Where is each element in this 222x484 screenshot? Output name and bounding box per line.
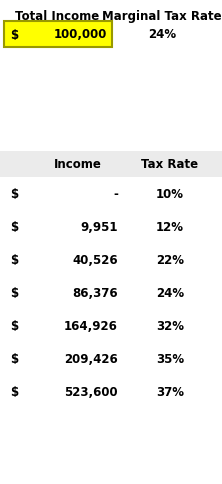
Text: 24%: 24%: [156, 287, 184, 300]
Text: 24%: 24%: [148, 29, 176, 42]
Text: $: $: [10, 254, 18, 267]
Bar: [0, 151, 222, 178]
Text: 9,951: 9,951: [81, 221, 118, 233]
Text: Income: Income: [54, 158, 102, 171]
Text: Total Income: Total Income: [15, 10, 99, 23]
Text: $: $: [10, 188, 18, 200]
Text: 12%: 12%: [156, 221, 184, 233]
Text: Marginal Tax Rate: Marginal Tax Rate: [102, 10, 222, 23]
Text: 35%: 35%: [156, 352, 184, 365]
Text: 209,426: 209,426: [64, 352, 118, 365]
Text: $: $: [10, 319, 18, 333]
Text: $: $: [10, 352, 18, 365]
Text: -: -: [113, 188, 118, 200]
Text: 37%: 37%: [156, 385, 184, 398]
Text: $: $: [10, 287, 18, 300]
Text: $: $: [10, 29, 18, 42]
Text: 164,926: 164,926: [64, 319, 118, 333]
Text: 10%: 10%: [156, 188, 184, 200]
Text: Tax Rate: Tax Rate: [141, 158, 198, 171]
Text: 40,526: 40,526: [72, 254, 118, 267]
Text: $: $: [10, 385, 18, 398]
Text: 32%: 32%: [156, 319, 184, 333]
Text: 523,600: 523,600: [64, 385, 118, 398]
Text: $: $: [10, 221, 18, 233]
Text: 86,376: 86,376: [72, 287, 118, 300]
Bar: [4, 22, 112, 48]
Text: 100,000: 100,000: [54, 29, 107, 42]
Text: 22%: 22%: [156, 254, 184, 267]
